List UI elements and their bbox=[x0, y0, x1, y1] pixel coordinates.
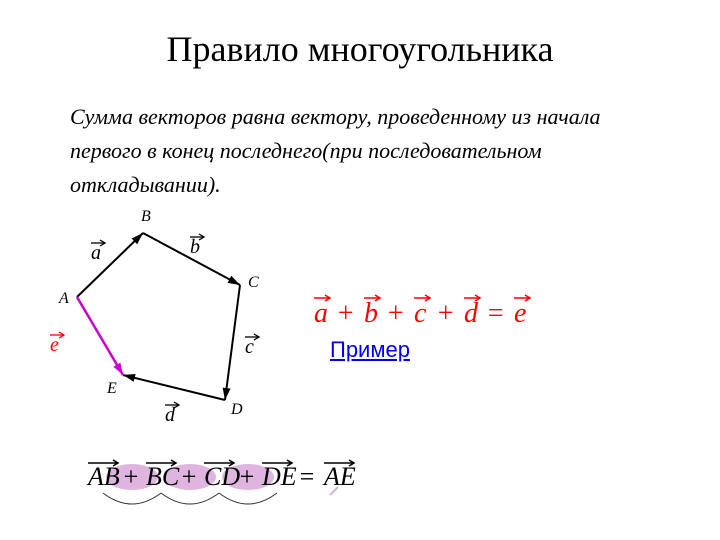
vec-label-e: e bbox=[50, 332, 64, 356]
diagram-svg: ABCDEabcde bbox=[55, 225, 315, 435]
polygon-diagram: ABCDEabcde bbox=[55, 225, 315, 435]
vec-label-a: a bbox=[91, 240, 105, 264]
vector-d bbox=[123, 374, 225, 400]
vector-e bbox=[77, 297, 123, 375]
svg-text:b: b bbox=[364, 298, 378, 329]
vec-label-c: c bbox=[245, 334, 259, 358]
slide-title: Правило многоугольника bbox=[0, 28, 720, 70]
svg-text:+: + bbox=[436, 298, 455, 329]
svg-text:e: e bbox=[514, 298, 526, 329]
svg-text:b: b bbox=[190, 236, 200, 258]
example-link[interactable]: Пример bbox=[330, 337, 410, 363]
point-label-E: E bbox=[106, 380, 117, 397]
svg-text:a: a bbox=[314, 298, 328, 329]
svg-text:d: d bbox=[464, 298, 479, 329]
slide-root: Правило многоугольника Сумма векторов ра… bbox=[0, 0, 720, 540]
equation-svg: AB+BC+CD+DE=AE bbox=[82, 455, 364, 525]
svg-text:c: c bbox=[414, 298, 427, 329]
svg-text:a: a bbox=[91, 242, 101, 264]
svg-text:+: + bbox=[122, 462, 140, 491]
svg-text:CD: CD bbox=[204, 462, 240, 491]
svg-text:AB: AB bbox=[86, 462, 120, 491]
svg-text:DE: DE bbox=[261, 462, 297, 491]
point-label-A: A bbox=[58, 290, 69, 307]
svg-text:e: e bbox=[50, 334, 59, 356]
svg-text:AE: AE bbox=[322, 462, 356, 491]
rule-text: Сумма векторов равна вектору, проведенно… bbox=[70, 100, 670, 202]
svg-text:BC: BC bbox=[146, 462, 180, 491]
vec-label-d: d bbox=[165, 402, 179, 426]
svg-text:=: = bbox=[298, 462, 316, 491]
segment-sum-equation: AB+BC+CD+DE=AE bbox=[82, 455, 364, 532]
svg-text:+: + bbox=[180, 462, 198, 491]
point-label-D: D bbox=[230, 401, 243, 418]
red-equation-svg: a + b + c + d= e bbox=[310, 290, 670, 332]
vector-sum-equation: a + b + c + d= e bbox=[310, 290, 670, 340]
svg-text:+: + bbox=[336, 298, 355, 329]
svg-text:=: = bbox=[486, 298, 505, 329]
svg-text:+: + bbox=[386, 298, 405, 329]
point-label-C: C bbox=[248, 274, 259, 291]
point-label-B: B bbox=[141, 208, 151, 225]
vector-a bbox=[77, 233, 143, 297]
vector-c bbox=[223, 285, 240, 400]
svg-text:c: c bbox=[245, 336, 254, 358]
vec-label-b: b bbox=[190, 234, 204, 258]
svg-text:+: + bbox=[238, 462, 256, 491]
